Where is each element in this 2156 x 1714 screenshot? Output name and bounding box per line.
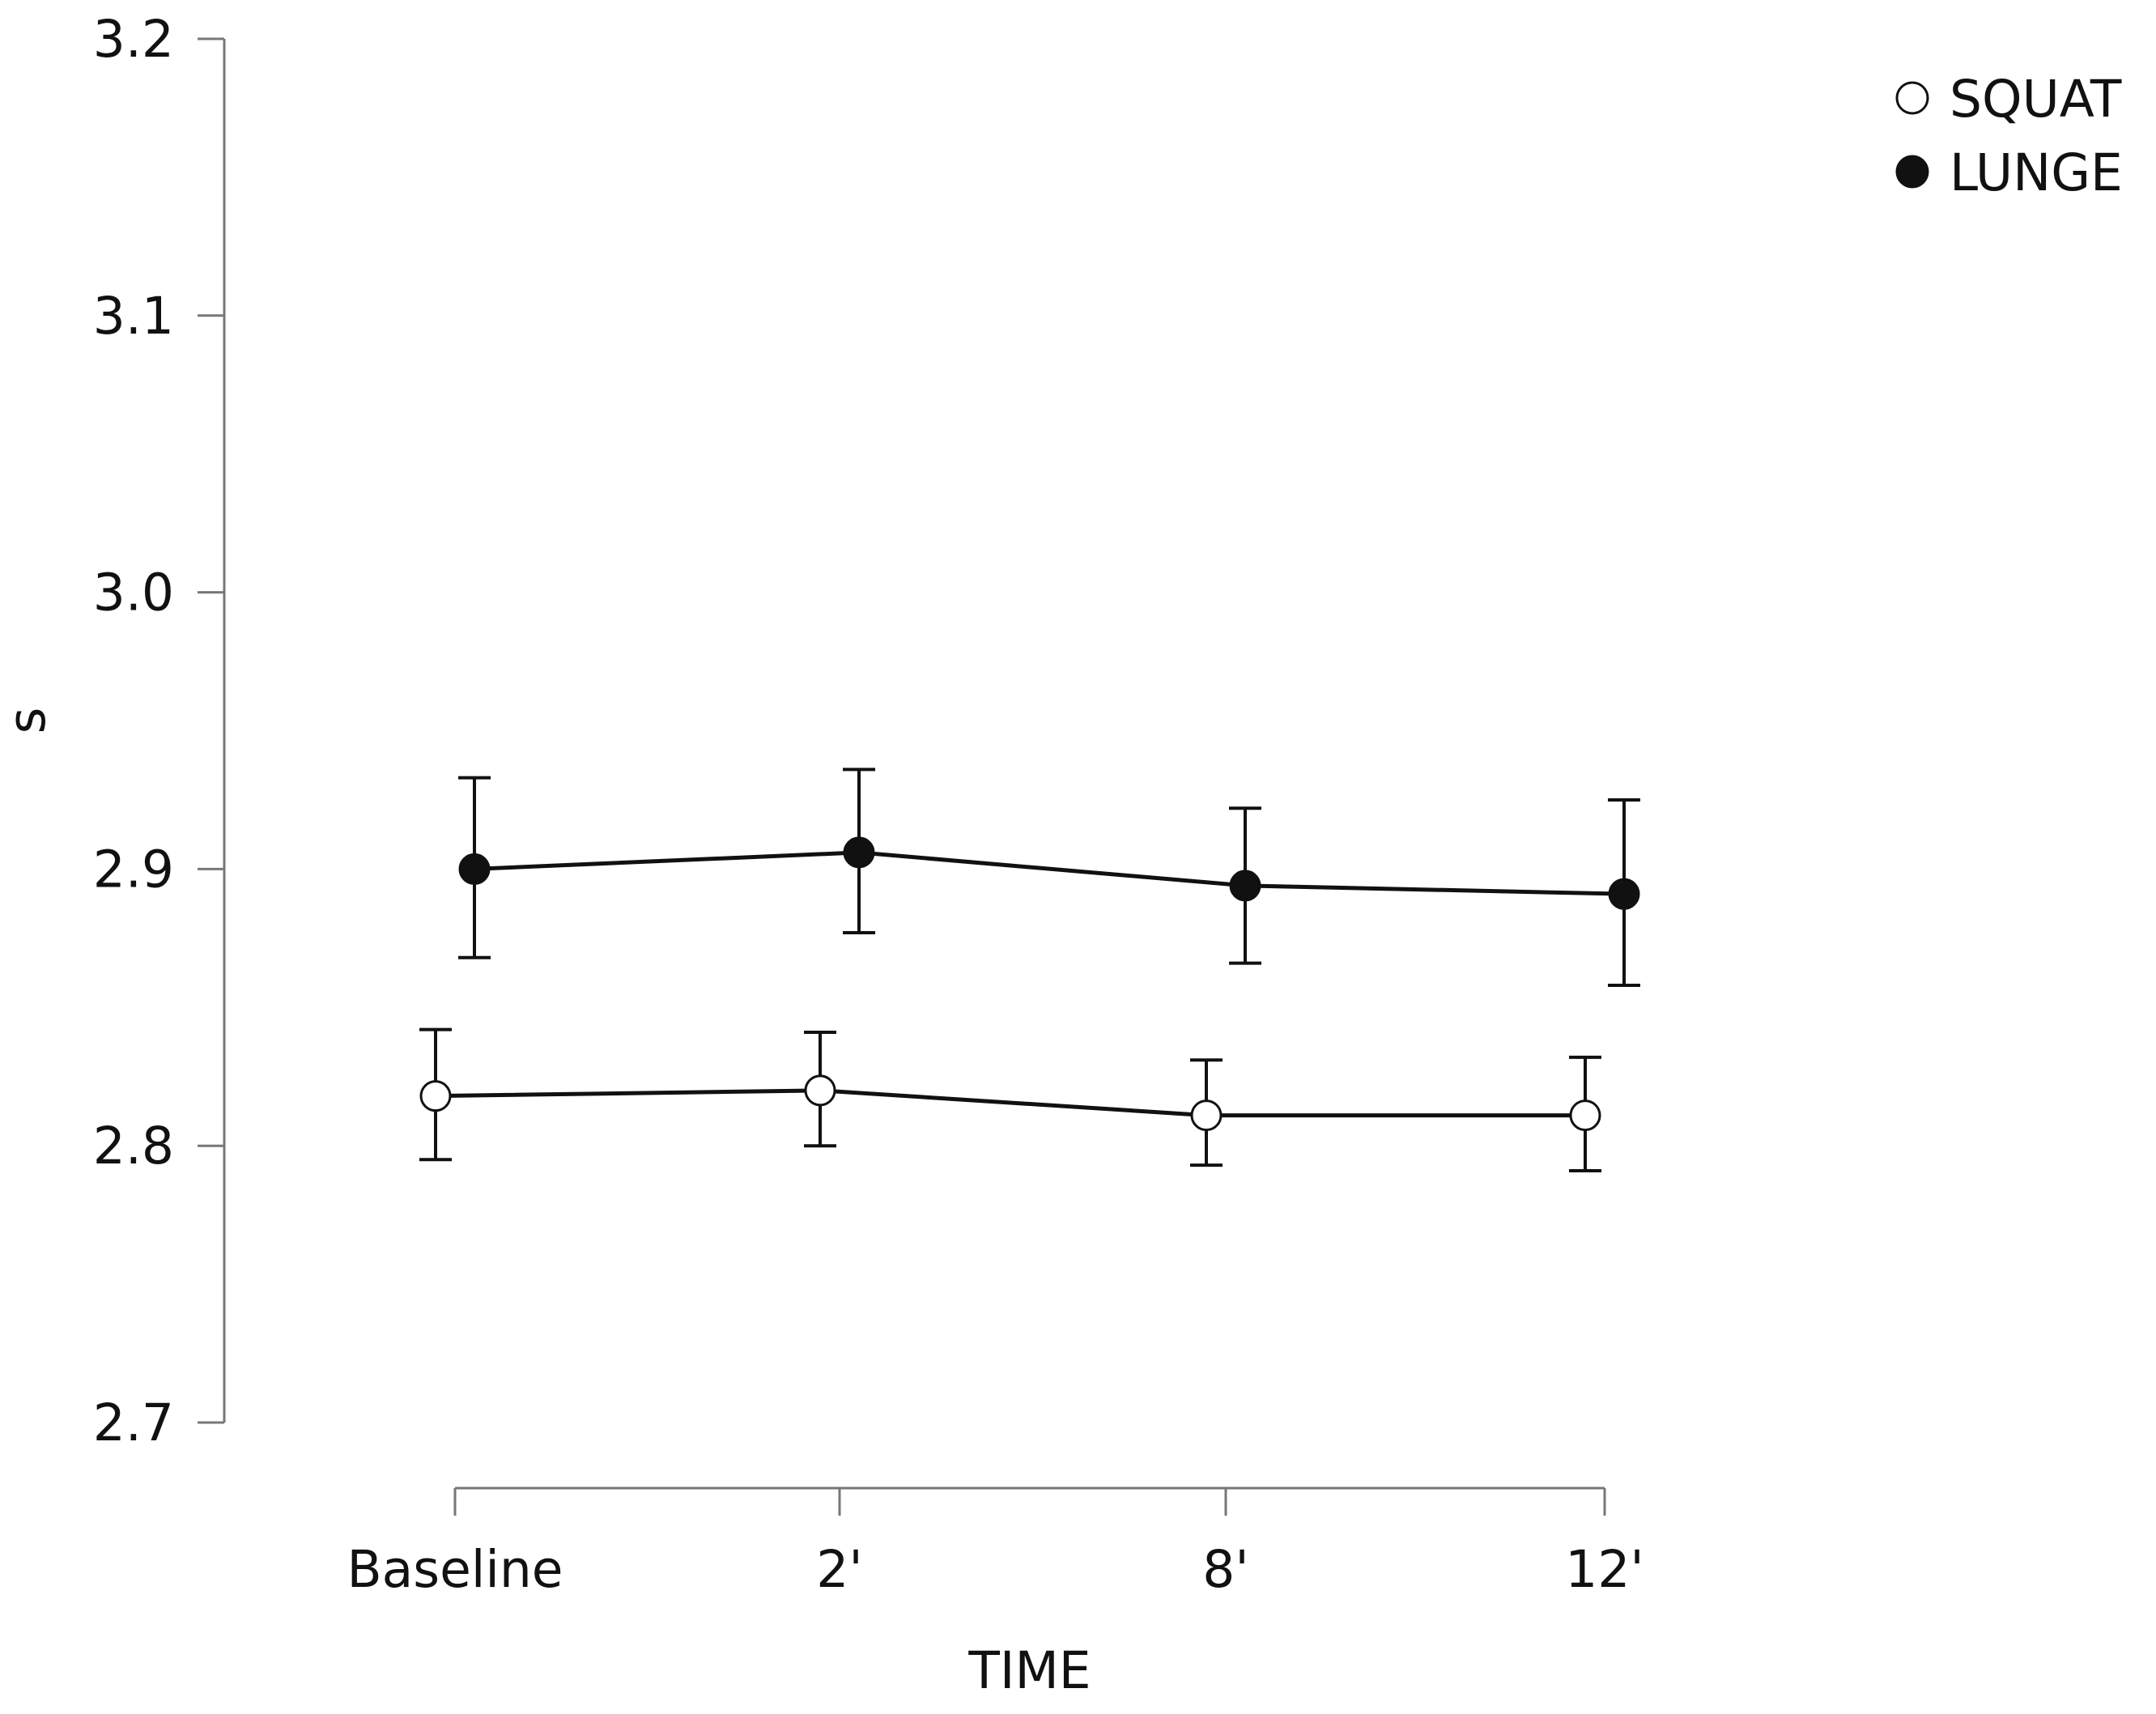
legend-label-lunge: LUNGE [1950,143,2123,202]
x-axis-title: TIME [967,1641,1091,1700]
data-point-squat [1569,1099,1601,1132]
data-point-lunge [458,853,491,885]
y-tick-label: 2.9 [93,840,174,899]
series-line-squat [435,1088,1585,1118]
data-point-lunge [1229,870,1261,902]
series-squat [419,1027,1601,1172]
legend-marker-squat [1895,81,1929,115]
data-point-lunge [1608,878,1640,910]
data-point-lunge [843,836,875,869]
x-tick-label: 8' [1202,1540,1248,1599]
x-tick-label: 12' [1565,1540,1644,1599]
data-point-squat [419,1080,452,1112]
y-tick-label: 2.8 [93,1116,174,1176]
series-layer [419,768,1640,1172]
legend-marker-lunge [1895,155,1929,189]
x-tick-label: 2' [816,1540,862,1599]
data-point-squat [804,1074,836,1107]
y-axis-title: s [0,708,57,734]
data-point-squat [1190,1099,1223,1132]
y-tick-label: 3.0 [93,564,174,623]
legend: SQUAT LUNGE [1895,70,2123,202]
legend-label-squat: SQUAT [1950,70,2122,129]
y-ticks: 2.7 2.8 2.9 3.0 3.1 3.2 [93,10,224,1452]
x-ticks: Baseline 2' 8' 12' [347,1488,1644,1599]
series-line-lunge [474,850,1625,896]
x-tick-label: Baseline [347,1540,563,1599]
y-tick-label: 3.2 [93,10,174,69]
series-lunge [458,768,1640,987]
y-tick-label: 2.7 [93,1393,174,1452]
y-tick-label: 3.1 [93,287,174,346]
